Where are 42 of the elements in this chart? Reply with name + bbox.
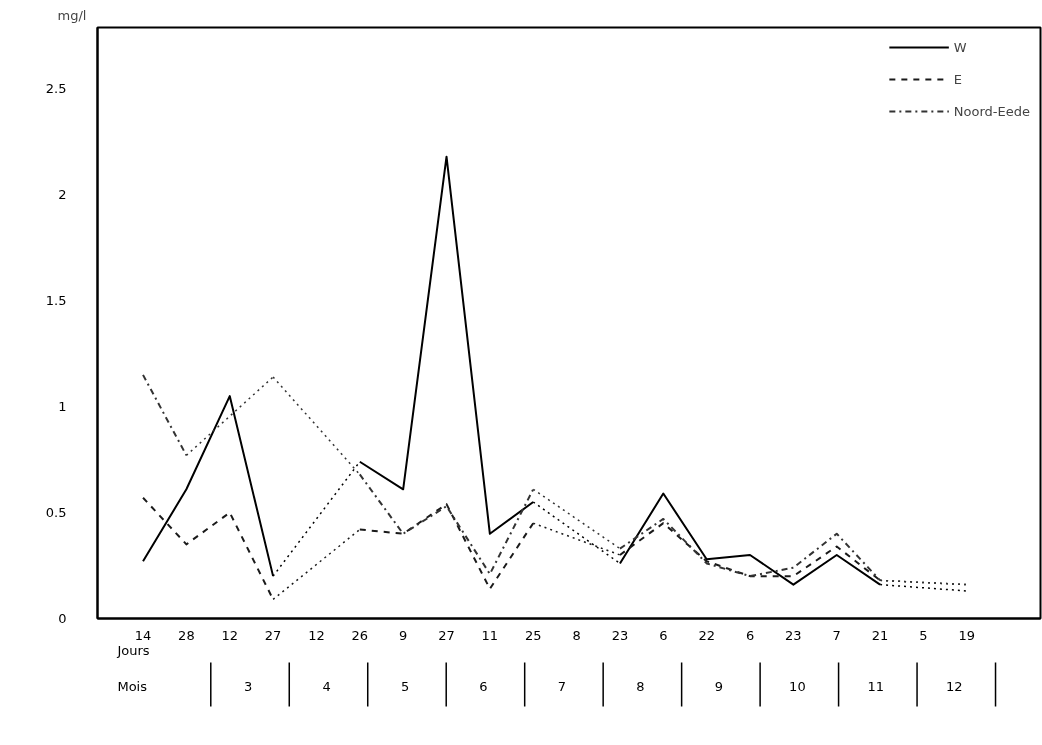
y-tick-label: 1 (58, 399, 67, 415)
text: 3 (243, 679, 253, 694)
x-tick-label: 21 (871, 627, 889, 643)
text: 9 (714, 679, 724, 694)
x-tick-label: 28 (178, 627, 195, 643)
x-tick-label: 27 (438, 627, 455, 643)
text: Jours (116, 642, 150, 658)
x-tick-label: 8 (572, 627, 581, 643)
x-tick-label: 14 (134, 627, 152, 643)
text: Mois (117, 679, 148, 694)
x-tick-label: 6 (659, 627, 668, 643)
text: 12 (946, 679, 963, 694)
x-tick-label: 25 (524, 627, 542, 643)
text: 5 (400, 679, 410, 694)
x-tick-label: 19 (958, 627, 976, 643)
legend-label: E (953, 71, 964, 87)
y-tick-label: 2 (58, 187, 67, 203)
x-tick-label: 22 (698, 627, 715, 643)
x-tick-label: 23 (611, 627, 629, 643)
legend-label: Noord-Eede (953, 103, 1030, 119)
text: 11 (867, 679, 885, 694)
text: 4 (322, 679, 331, 694)
x-tick-label: 12 (308, 627, 325, 643)
x-tick-label: 7 (832, 627, 841, 643)
x-tick-label: 5 (919, 627, 928, 643)
x-tick-label: 26 (351, 627, 369, 643)
x-tick-label: 9 (399, 627, 408, 643)
y-tick-label: 0.5 (45, 505, 67, 521)
text: 7 (557, 679, 567, 694)
x-tick-label: 12 (221, 627, 239, 643)
y-axis-title: mg/l (57, 7, 87, 23)
x-tick-label: 6 (745, 627, 755, 643)
x-tick-label: 11 (481, 627, 499, 643)
y-tick-label: 2.5 (45, 81, 67, 97)
y-tick-label: 0 (58, 611, 67, 626)
x-tick-label: 27 (264, 627, 282, 643)
text: 10 (789, 679, 806, 694)
y-tick-label: 1.5 (45, 293, 67, 309)
text: 6 (479, 679, 488, 694)
x-tick-label: 23 (785, 627, 802, 643)
text: 8 (636, 679, 645, 694)
legend-label: W (953, 39, 968, 55)
